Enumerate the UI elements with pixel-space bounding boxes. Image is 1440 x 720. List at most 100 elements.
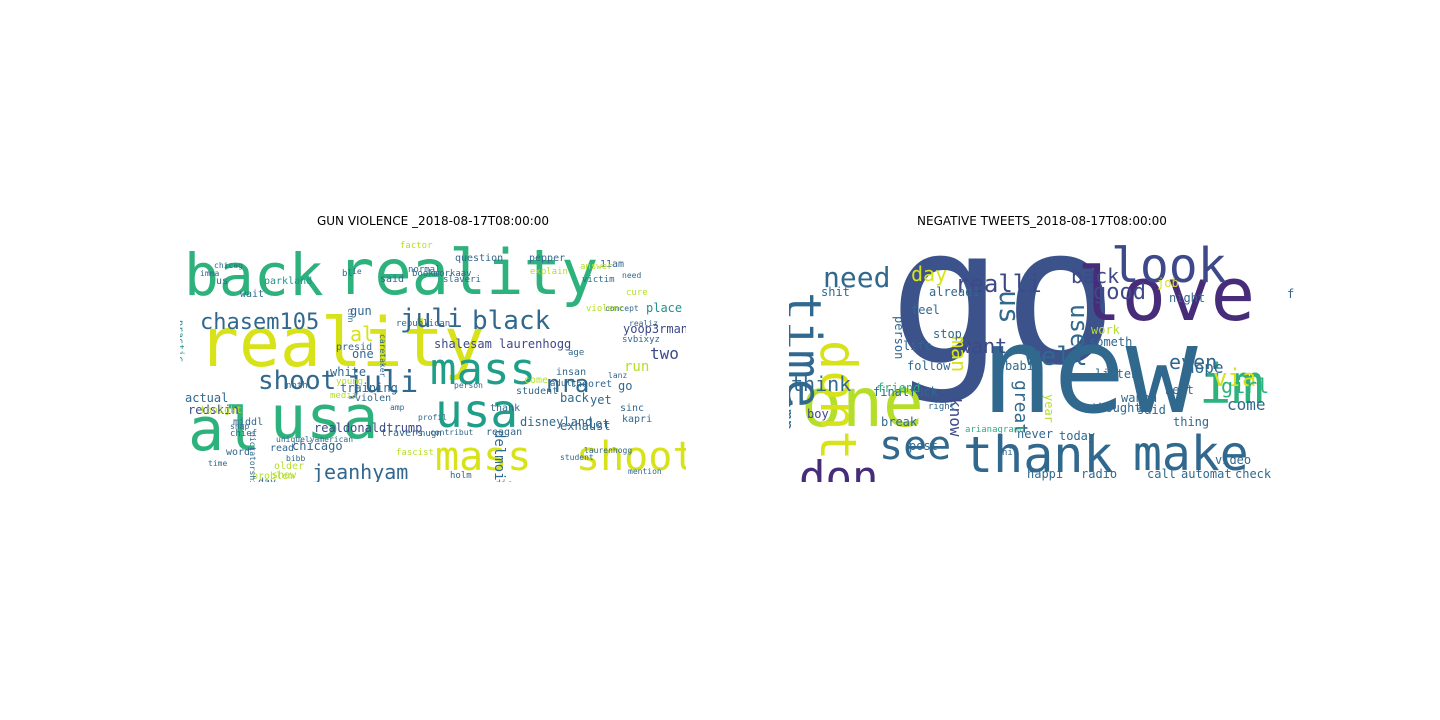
word: young: [336, 377, 364, 387]
word: tonight: [200, 405, 243, 416]
word: ie: [352, 267, 362, 276]
word: chasem105: [200, 310, 320, 335]
word: us: [216, 276, 229, 287]
word: yet: [590, 393, 612, 407]
word: think: [791, 372, 852, 396]
word: fuck: [909, 385, 938, 399]
word: jeanhyam: [312, 460, 409, 482]
word: chief: [230, 429, 258, 439]
word: final: [873, 385, 910, 399]
word: never: [1017, 427, 1054, 441]
word: even: [1169, 350, 1218, 374]
word: check: [1235, 467, 1272, 481]
chart-title: NEGATIVE TWEETS_2018-08-17T08:00:00: [917, 214, 1167, 228]
word: insan: [556, 367, 587, 378]
word: problem: [252, 471, 295, 482]
word: fascist: [396, 448, 434, 458]
word: age: [568, 348, 585, 358]
word: bl: [342, 269, 353, 279]
word: reagan: [486, 427, 523, 438]
word: usa: [270, 383, 379, 453]
word: said: [1137, 403, 1166, 417]
word: uniquelyamerican: [276, 435, 354, 444]
word: read: [270, 443, 295, 454]
word: happi: [1027, 467, 1064, 481]
word: don: [799, 452, 879, 483]
word: im: [1199, 353, 1265, 416]
word: radio: [1081, 467, 1118, 481]
word: hope: [1185, 358, 1224, 377]
word: via: [1213, 364, 1257, 392]
word: automat: [1181, 467, 1232, 481]
word: boy: [807, 407, 829, 421]
word: man: [947, 336, 971, 373]
word: thing: [1173, 415, 1210, 429]
word: amp: [789, 398, 797, 431]
word: look: [1111, 238, 1227, 294]
word: friday: [1287, 287, 1295, 301]
word: redskin: [188, 403, 239, 417]
word: al: [188, 395, 261, 465]
word: use: [1065, 304, 1093, 348]
word: thank: [490, 403, 521, 414]
word: republican: [396, 319, 451, 329]
word: normal: [408, 265, 441, 275]
word: us: [993, 290, 1026, 324]
word: 11am: [600, 259, 625, 270]
word: shoot: [258, 366, 337, 396]
word: student: [560, 453, 594, 462]
word: exhaust: [560, 419, 611, 433]
word: new: [981, 302, 1198, 441]
word: question: [455, 253, 504, 264]
word: two: [650, 344, 679, 363]
word: friend: [877, 381, 921, 395]
word: theoret: [570, 379, 613, 390]
word: day: [258, 478, 276, 483]
word: show: [272, 470, 297, 481]
word: one: [352, 347, 374, 361]
word: snap: [230, 422, 250, 431]
word: realli: [955, 270, 1042, 298]
word: media: [330, 391, 358, 401]
word: slaveri: [443, 275, 481, 285]
word: make: [1133, 426, 1249, 482]
word: need: [622, 271, 642, 280]
word: post: [909, 439, 938, 453]
word: see: [879, 423, 952, 469]
word: imma: [200, 269, 220, 278]
word: die: [495, 480, 513, 483]
word: wait: [240, 289, 265, 300]
word: person: [892, 316, 906, 360]
word: babi: [1005, 359, 1034, 373]
word: laurenhogg: [584, 446, 633, 455]
word: white: [330, 365, 367, 379]
word: shalesam laurenhogg: [434, 337, 572, 351]
word: nugn: [420, 429, 442, 439]
word: shit: [821, 285, 850, 299]
word: come: [1227, 395, 1266, 414]
word: back: [560, 391, 589, 405]
word: presid: [336, 342, 373, 353]
word: contribut: [430, 428, 474, 437]
word: gun: [350, 304, 372, 318]
word: cnn: [346, 308, 355, 323]
word: usa: [435, 384, 519, 438]
word: black: [472, 306, 551, 336]
word: go: [889, 232, 1118, 407]
word: arianagrand: [965, 425, 1025, 435]
word: training: [340, 381, 398, 395]
word: year: [1042, 394, 1056, 423]
word: place: [646, 301, 683, 315]
word: come: [524, 375, 549, 386]
word: word: [226, 447, 251, 458]
word: girl: [1221, 374, 1270, 398]
word: one: [801, 364, 924, 443]
word: lot: [588, 417, 610, 431]
word: factor: [400, 241, 433, 251]
word: answer: [580, 262, 613, 272]
word: actual: [185, 391, 229, 405]
word: someth: [1089, 335, 1133, 349]
word: sinc: [620, 403, 645, 414]
word: night: [1169, 291, 1206, 305]
word: listen: [1095, 367, 1139, 381]
